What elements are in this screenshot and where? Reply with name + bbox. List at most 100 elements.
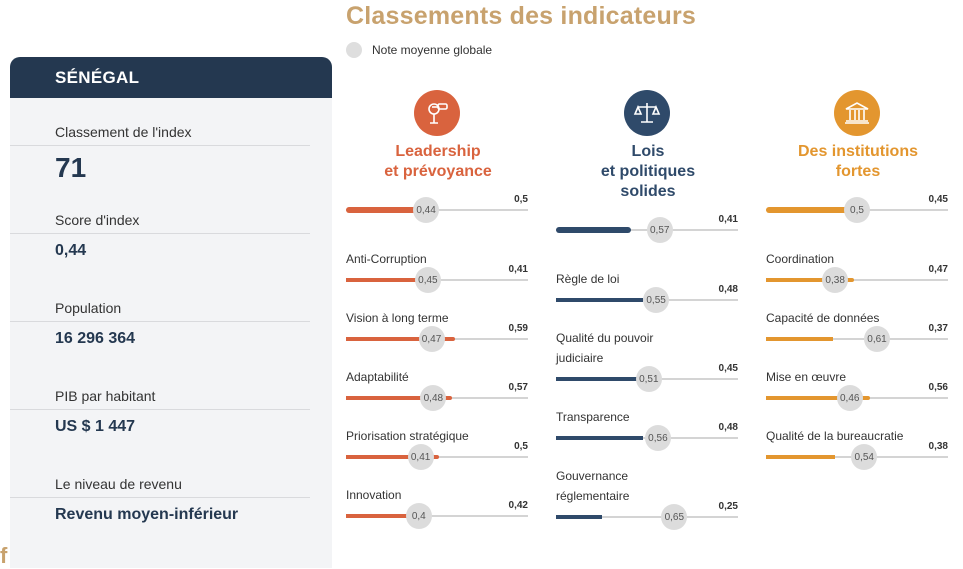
indicator-label: Coordination (766, 252, 835, 266)
binoculars-icon (414, 90, 460, 136)
legend-label: Note moyenne globale (372, 43, 493, 57)
country-name: SÉNÉGAL (55, 67, 140, 87)
score-fill (766, 207, 848, 213)
stat-value: 0,44 (55, 242, 87, 259)
indicator-score: 0,56 (928, 382, 948, 393)
scales-icon (624, 90, 670, 136)
category-title: Leadership et prévoyance (384, 143, 492, 180)
average-bubble: 0,4 (405, 503, 432, 529)
indicator-label: Anti-Corruption (346, 252, 427, 266)
score-fill (346, 207, 437, 213)
average-bubble: 0,5 (844, 197, 870, 223)
stat-value: US $ 1 447 (55, 418, 136, 435)
legend-dot-icon (346, 42, 362, 58)
average-bubble: 0,46 (836, 385, 863, 411)
stat-label: Le niveau de revenu (55, 476, 182, 492)
indicator-label: Adaptabilité (346, 370, 409, 384)
score-fill (556, 436, 644, 440)
indicator-bar: 0,48 0,56 (556, 422, 738, 452)
stat-label: PIB par habitant (55, 388, 156, 404)
score-fill (766, 455, 836, 459)
overall-score: 0,5 (514, 194, 528, 205)
average-bubble: 0,61 (864, 326, 891, 352)
score-fill (346, 514, 423, 518)
indicator-label: Règle de loi (556, 272, 620, 286)
indicator-bar: 0,41 0,45 (346, 264, 528, 294)
indicator-label: Mise en œuvre (766, 370, 847, 384)
score-end-dot (865, 396, 870, 400)
stat-value: Revenu moyen-inférieur (55, 506, 239, 523)
stat-population: Population 16 296 364 (10, 297, 310, 348)
average-bubble: 0,48 (420, 385, 447, 411)
indicator-bar: 0,48 0,55 (556, 284, 738, 314)
indicator-bar: 0,38 0,54 (766, 441, 948, 471)
indicator-bar: 0,47 0,38 (766, 264, 948, 294)
indicator-label: Capacité de données (766, 311, 880, 325)
score-fill (766, 396, 868, 400)
indicator-label: Priorisation stratégique (346, 429, 469, 443)
overall-score-bar: 0,41 0,57 (556, 214, 738, 244)
score-fill (556, 515, 602, 519)
indicator-score: 0,48 (718, 284, 738, 295)
indicator-label: Innovation (346, 488, 402, 502)
average-bubble: 0,54 (851, 444, 878, 470)
average-bubble: 0,45 (414, 267, 441, 293)
indicator-score: 0,57 (508, 382, 528, 393)
score-end-dot (435, 455, 439, 459)
score-fill (556, 298, 644, 302)
stat-divider (10, 145, 310, 146)
score-end-dot (451, 337, 456, 341)
stat-value: 71 (55, 152, 87, 183)
indicator-score: 0,45 (718, 363, 738, 374)
country-header: SÉNÉGAL (10, 57, 332, 98)
score-fill (346, 455, 437, 459)
average-bubble: 0,51 (635, 366, 662, 392)
page-title: Classements des indicateurs (346, 2, 696, 30)
score-fill (346, 337, 454, 341)
indicator-bar: 0,56 0,46 (766, 382, 948, 412)
stat-index-rank: Classement de l'index 71 (10, 121, 310, 184)
average-bubble: 0,41 (407, 444, 434, 470)
score-fill (766, 278, 852, 282)
overall-score-bar: 0,5 0,44 (346, 194, 528, 224)
indicator-label: Vision à long terme (346, 311, 449, 325)
overall-score: 0,41 (718, 214, 738, 225)
indicator-score: 0,47 (928, 264, 948, 275)
stat-value: 16 296 364 (55, 330, 136, 347)
indicator-score: 0,48 (718, 422, 738, 433)
category-title: Lois et politiques solides (600, 143, 696, 200)
indicator-score: 0,59 (508, 323, 528, 334)
stat-label: Score d'index (55, 212, 140, 228)
indicator-bar: 0,25 0,65 (556, 501, 738, 531)
institution-icon (834, 90, 880, 136)
indicator-score: 0,5 (514, 441, 528, 452)
score-track (556, 516, 738, 518)
indicator-bar: 0,59 0,47 (346, 323, 528, 353)
score-fill (556, 377, 638, 381)
score-fill (766, 337, 834, 341)
stat-divider (10, 233, 310, 234)
indicator-label: Gouvernance réglementaire (556, 469, 630, 503)
indicator-label: Transparence (556, 410, 630, 424)
score-track (766, 338, 948, 340)
legend: Note moyenne globale (346, 42, 492, 58)
indicator-label: Qualité du pouvoir judiciaire (556, 331, 654, 365)
average-bubble: 0,65 (661, 504, 688, 530)
category-title: Des institutions fortes (797, 143, 918, 180)
stat-index-score: Score d'index 0,44 (10, 209, 310, 260)
stat-divider (10, 497, 310, 498)
indicator-bar: 0,45 0,51 (556, 363, 738, 393)
indicator-score: 0,41 (508, 264, 528, 275)
score-fill (346, 278, 421, 282)
indicator-score: 0,25 (718, 501, 738, 512)
average-bubble: 0,55 (643, 287, 670, 313)
stat-label: Population (55, 300, 122, 316)
indicator-score: 0,38 (928, 441, 948, 452)
stat-label: Classement de l'index (55, 124, 192, 140)
average-bubble: 0,38 (822, 267, 849, 293)
indicator-bar: 0,57 0,48 (346, 382, 528, 412)
indicator-bar: 0,37 0,61 (766, 323, 948, 353)
stat-divider (10, 321, 310, 322)
indicator-score: 0,42 (508, 500, 528, 511)
score-fill (346, 396, 450, 400)
